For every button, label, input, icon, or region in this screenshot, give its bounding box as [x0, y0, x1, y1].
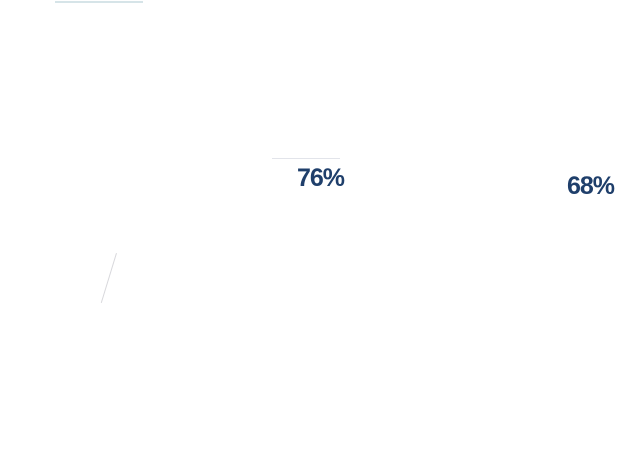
percentage-value-2: 68%	[567, 172, 615, 200]
faint-slash-stroke	[100, 253, 117, 304]
faint-stroke-top	[55, 1, 143, 3]
percentage-value-1: 76%	[297, 164, 345, 192]
faint-stroke-mid	[272, 158, 340, 159]
